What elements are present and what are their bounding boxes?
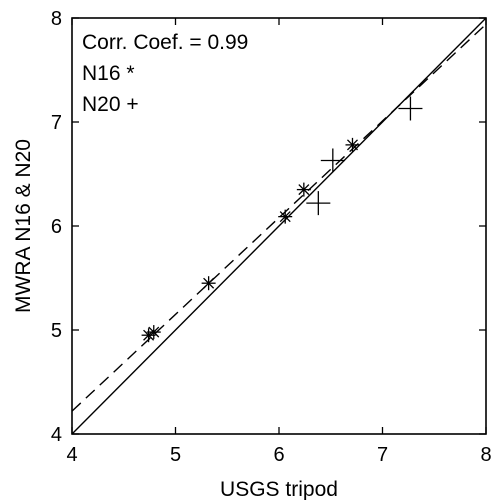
data-point-n16 [201, 276, 216, 291]
star-stroke [346, 139, 358, 151]
star-stroke [148, 326, 160, 338]
x-tick-label: 8 [480, 444, 491, 466]
reference-lines [71, 17, 487, 435]
y-tick-label: 7 [51, 112, 62, 134]
y-tick-label: 4 [51, 424, 62, 446]
data-point-n20 [320, 148, 345, 173]
x-axis-label: USGS tripod [220, 478, 338, 500]
y-tick-label: 8 [51, 8, 62, 30]
data-point-n16 [146, 325, 161, 340]
x-tick-label: 7 [377, 444, 388, 466]
y-axis-label: MWRA N16 & N20 [12, 139, 35, 313]
legend-n16: N16 * [82, 62, 135, 85]
data-points [141, 96, 423, 343]
star-stroke [279, 211, 291, 223]
axis-ticks [71, 17, 487, 435]
star-stroke [203, 277, 215, 289]
x-tick-label: 6 [273, 444, 284, 466]
data-point-n16 [296, 182, 311, 197]
data-point-n16 [278, 209, 293, 224]
data-point-n20 [306, 191, 331, 216]
x-tick-label: 5 [170, 444, 181, 466]
y-tick-label: 6 [51, 216, 62, 238]
correlation-annotation: Corr. Coef. = 0.99 [82, 31, 248, 54]
data-point-n16 [345, 137, 360, 152]
x-tick-label: 4 [66, 444, 77, 466]
one-to-one-line [71, 17, 487, 435]
tick-labels: 4 5 6 7 8 4 5 6 7 8 [51, 8, 492, 466]
legend-n20: N20 + [82, 93, 139, 116]
data-point-n20 [398, 96, 423, 121]
y-tick-label: 5 [51, 320, 62, 342]
star-stroke [298, 184, 310, 196]
